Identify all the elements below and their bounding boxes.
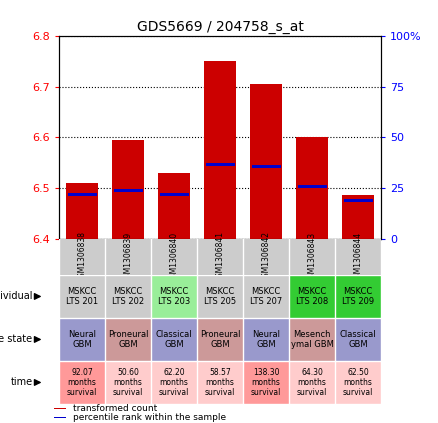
Bar [151, 275, 197, 318]
Text: GSM1306840: GSM1306840 [170, 231, 179, 283]
Bar [67, 193, 97, 196]
Text: percentile rank within the sample: percentile rank within the sample [73, 413, 226, 422]
Text: Neural
GBM: Neural GBM [252, 330, 280, 349]
Bar [251, 165, 281, 168]
Text: 62.20
months
survival: 62.20 months survival [159, 368, 189, 397]
Text: Neural
GBM: Neural GBM [68, 330, 96, 349]
Text: 64.30
months
survival: 64.30 months survival [297, 368, 327, 397]
Bar [54, 408, 66, 409]
Title: GDS5669 / 204758_s_at: GDS5669 / 204758_s_at [137, 19, 304, 33]
Text: Proneural
GBM: Proneural GBM [200, 330, 240, 349]
Text: Classical
GBM: Classical GBM [156, 330, 192, 349]
Text: MSKCC
LTS 208: MSKCC LTS 208 [296, 287, 328, 306]
Bar [105, 275, 151, 318]
Bar [151, 361, 197, 404]
Bar [197, 275, 243, 318]
Text: MSKCC
LTS 203: MSKCC LTS 203 [158, 287, 190, 306]
Bar [66, 183, 98, 239]
Bar [342, 195, 374, 239]
Text: GSM1306844: GSM1306844 [353, 231, 363, 283]
Bar [289, 275, 335, 318]
Text: MSKCC
LTS 205: MSKCC LTS 205 [204, 287, 236, 306]
Bar [197, 361, 243, 404]
Bar [59, 361, 105, 404]
Text: time: time [11, 377, 32, 387]
Bar [289, 361, 335, 404]
Text: GSM1306841: GSM1306841 [215, 231, 225, 283]
Text: MSKCC
LTS 207: MSKCC LTS 207 [250, 287, 282, 306]
Text: GSM1306838: GSM1306838 [78, 231, 87, 283]
Bar [343, 199, 373, 203]
Text: 58.57
months
survival: 58.57 months survival [205, 368, 235, 397]
Bar [335, 275, 381, 318]
Text: 62.50
months
survival: 62.50 months survival [343, 368, 373, 397]
Bar [54, 417, 66, 418]
Bar [158, 173, 190, 239]
Bar [243, 361, 289, 404]
Bar [297, 185, 327, 188]
Bar [59, 318, 105, 361]
Text: GSM1306839: GSM1306839 [124, 231, 133, 283]
Bar [335, 361, 381, 404]
Text: transformed count: transformed count [73, 404, 158, 413]
Text: MSKCC
LTS 202: MSKCC LTS 202 [112, 287, 144, 306]
Text: Proneural
GBM: Proneural GBM [108, 330, 148, 349]
Text: MSKCC
LTS 209: MSKCC LTS 209 [342, 287, 374, 306]
Bar [112, 140, 144, 239]
Bar [151, 318, 197, 361]
Bar [113, 189, 143, 192]
Bar [243, 318, 289, 361]
Bar [335, 318, 381, 361]
Bar [197, 318, 243, 361]
Text: disease state: disease state [0, 335, 32, 344]
Text: MSKCC
LTS 201: MSKCC LTS 201 [66, 287, 98, 306]
Text: individual: individual [0, 291, 32, 302]
Text: 92.07
months
survival: 92.07 months survival [67, 368, 97, 397]
Bar [105, 361, 151, 404]
Text: 50.60
months
survival: 50.60 months survival [113, 368, 143, 397]
Text: Mesench
ymal GBM: Mesench ymal GBM [291, 330, 333, 349]
Bar [250, 84, 282, 239]
Bar [205, 163, 235, 166]
Bar [59, 275, 105, 318]
Text: GSM1306842: GSM1306842 [261, 231, 271, 283]
Bar [243, 275, 289, 318]
Text: 138.30
months
survival: 138.30 months survival [251, 368, 281, 397]
Bar [159, 193, 189, 196]
Bar [204, 61, 236, 239]
Bar [289, 318, 335, 361]
Bar [296, 137, 328, 239]
Text: Classical
GBM: Classical GBM [340, 330, 376, 349]
Text: GSM1306843: GSM1306843 [307, 231, 317, 283]
Bar [105, 318, 151, 361]
